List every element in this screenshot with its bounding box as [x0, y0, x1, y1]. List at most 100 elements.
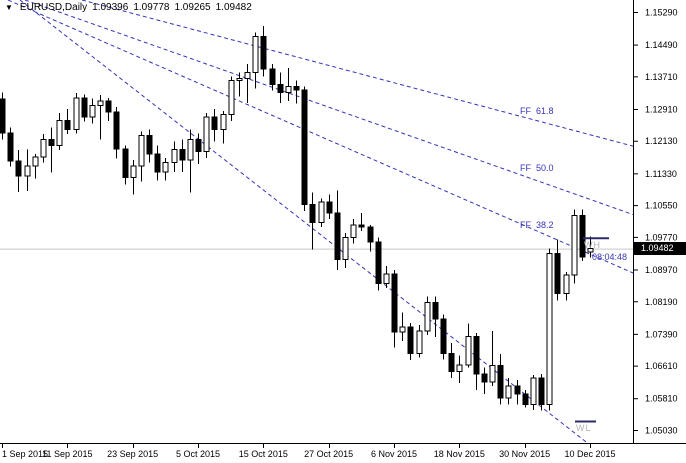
bull-candle-body [138, 134, 145, 167]
bull-candle-body [285, 86, 292, 94]
bear-candle-body [105, 100, 112, 113]
bear-candle-body [64, 119, 71, 130]
symbol-label: EURUSD,Daily [19, 2, 88, 13]
fib-fan-line [19, 0, 589, 443]
fib-fan-label-38-2: FF 38.2 [520, 220, 554, 230]
bear-candle-body [154, 153, 161, 173]
current-price-tag: 1.09482 [634, 242, 686, 255]
chart-title: ▼ EURUSD,Daily 1.09396 1.09778 1.09265 1… [5, 2, 252, 13]
bull-candle-body [571, 214, 578, 276]
bear-candle-body [15, 160, 22, 177]
bear-candle-body [195, 139, 202, 153]
bear-candle-body [113, 111, 120, 150]
bar-countdown-timer: 08:04:48 [592, 251, 628, 262]
y-axis-label: 1.12910 [645, 104, 678, 114]
bear-candle-body [146, 134, 153, 155]
y-axis-label: 1.12130 [645, 136, 678, 146]
bear-candle-body [179, 149, 186, 161]
bull-candle-body [342, 236, 349, 261]
bear-candle-body [122, 148, 129, 178]
bear-candle-body [522, 393, 529, 405]
bear-candle-body [448, 352, 455, 373]
bull-candle-body [505, 385, 512, 399]
bear-candle-body [481, 373, 488, 383]
bear-candle-body [269, 68, 276, 86]
x-axis-label: 6 Nov 2015 [371, 449, 417, 459]
bull-candle-body [399, 326, 406, 333]
bull-candle-body [203, 116, 210, 153]
bull-candle-body [383, 273, 390, 284]
y-axis-label: 1.11330 [645, 169, 677, 179]
bull-candle-body [130, 165, 137, 178]
fib-fan-line [7, 0, 633, 274]
x-axis-label: 10 Dec 2015 [564, 449, 615, 459]
bull-candle-body [24, 165, 31, 177]
bull-candle-body [162, 162, 169, 173]
fib-fan-label-50-0: FF 50.0 [520, 163, 554, 173]
bear-candle-body [81, 97, 88, 118]
bull-candle-body [489, 365, 496, 383]
bear-candle-body [367, 226, 374, 243]
fib-fan-line [81, 0, 633, 147]
y-axis-label: 1.05810 [645, 394, 678, 404]
bear-candle-body [514, 385, 521, 395]
y-axis-label: 1.05030 [645, 426, 678, 436]
bear-candle-body [538, 377, 545, 405]
weekly-high-label: WH [584, 239, 601, 250]
x-axis-label: 18 Nov 2015 [434, 449, 485, 459]
bull-candle-body [228, 79, 235, 115]
bull-candle-body [318, 201, 325, 224]
bull-candle-body [587, 248, 594, 253]
y-axis-label: 1.15290 [645, 8, 678, 18]
y-axis-label: 1.07390 [645, 329, 678, 339]
bull-candle-body [416, 330, 423, 354]
y-axis-label: 1.10550 [645, 201, 678, 211]
x-axis-label: 11 Sep 2015 [42, 449, 92, 459]
bear-candle-body [554, 253, 561, 295]
y-axis-label: 1.08970 [645, 265, 678, 275]
bull-candle-body [73, 97, 80, 130]
bull-candle-body [563, 274, 570, 295]
x-axis-label: 1 Sep 2015 [2, 449, 48, 459]
bear-candle-body [301, 89, 308, 206]
bull-candle-body [546, 253, 553, 405]
bear-candle-body [309, 204, 316, 224]
bull-candle-body [40, 139, 47, 158]
bear-candle-body [48, 139, 55, 147]
bull-candle-body [465, 335, 472, 366]
y-axis-label: 1.06610 [645, 361, 678, 371]
bear-candle-body [497, 365, 504, 399]
y-axis-label: 1.08190 [645, 297, 678, 307]
bear-candle-body [277, 84, 284, 94]
x-axis-label: 5 Oct 2015 [176, 449, 220, 459]
weekly-low-label: WL [576, 423, 592, 434]
bear-candle-body [407, 326, 414, 354]
open-value: 1.09396 [92, 2, 129, 13]
bear-candle-body [391, 273, 398, 333]
y-axis-label: 1.14490 [645, 40, 678, 50]
bear-candle-body [375, 241, 382, 284]
low-value: 1.09265 [174, 2, 211, 13]
bear-candle-body [358, 224, 365, 228]
bull-candle-body [244, 71, 251, 79]
bull-candle-body [97, 100, 104, 107]
symbol-dropdown-icon[interactable]: ▼ [5, 2, 13, 12]
bear-candle-body [293, 86, 300, 91]
bear-candle-body [579, 214, 586, 258]
bull-candle-body [171, 149, 178, 164]
x-axis-label: 15 Oct 2015 [239, 449, 288, 459]
bear-candle-body [0, 98, 6, 134]
bear-candle-body [211, 116, 218, 130]
y-axis-label: 1.09770 [645, 232, 678, 242]
bull-candle-body [530, 377, 537, 405]
bear-candle-body [7, 132, 14, 162]
x-axis-label: 30 Nov 2015 [499, 449, 550, 459]
bull-candle-body [220, 113, 227, 130]
bull-candle-body [187, 139, 194, 161]
y-axis-label: 1.13710 [645, 72, 678, 82]
bull-candle-body [89, 105, 96, 118]
close-value: 1.09482 [215, 2, 252, 13]
bull-candle-body [456, 364, 463, 373]
